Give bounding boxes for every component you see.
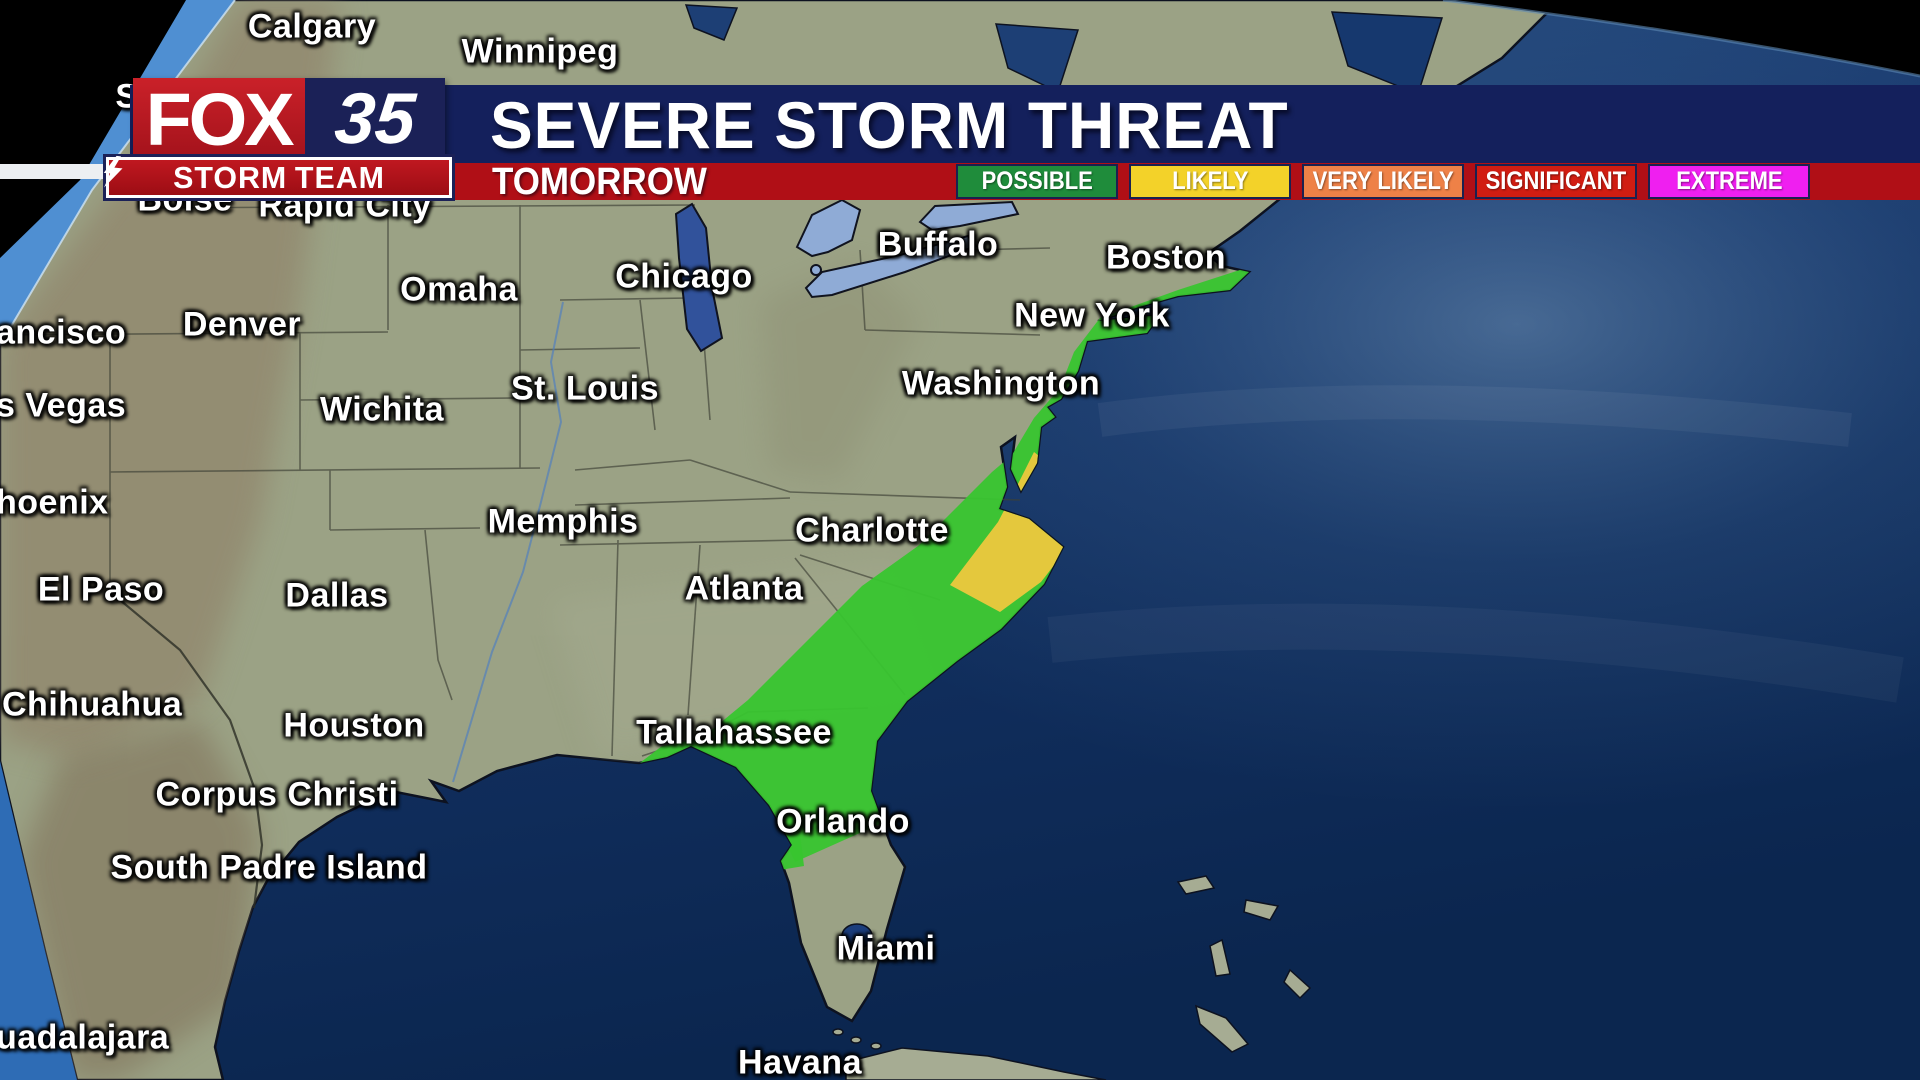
city-label: Dallas bbox=[285, 576, 389, 615]
city-label: Tallahassee bbox=[636, 713, 832, 752]
state-borders bbox=[0, 204, 1051, 757]
city-label: ancisco bbox=[0, 313, 127, 352]
caribbean-islands bbox=[832, 875, 1312, 1080]
storm-team-banner: STORM TEAM bbox=[103, 154, 455, 201]
legend-box-very-likely: VERY LIKELY bbox=[1302, 164, 1464, 199]
city-label: Chicago bbox=[615, 257, 753, 296]
lightning-bolt-icon bbox=[103, 155, 123, 188]
mississippi-river bbox=[452, 301, 564, 783]
pacific-ocean-southwest bbox=[0, 761, 77, 1080]
space-top-left bbox=[0, 0, 186, 258]
city-label: Boston bbox=[1105, 238, 1227, 277]
city-label: Winnipeg bbox=[461, 32, 619, 71]
city-label: Atlanta bbox=[684, 569, 804, 608]
lake-okeechobee bbox=[841, 923, 873, 949]
storm-team-word1: STORM bbox=[173, 159, 288, 195]
fox-logo-box: FOX bbox=[133, 77, 305, 161]
city-label: Houston bbox=[283, 706, 425, 745]
atmosphere-arc bbox=[1442, 0, 1920, 78]
pacific-coast-highlight bbox=[0, 0, 236, 346]
station-logo: FOX 35 bbox=[133, 77, 445, 161]
legend-label: VERY LIKELY bbox=[1312, 167, 1454, 195]
great-lakes bbox=[674, 198, 1020, 353]
city-label: South Padre Island bbox=[110, 848, 428, 887]
city-label: Washington bbox=[901, 364, 1101, 403]
city-label: Buffalo bbox=[877, 225, 999, 264]
threat-area-possible bbox=[628, 266, 1300, 862]
station-name: FOX bbox=[146, 77, 295, 161]
us-mexico-border bbox=[119, 599, 264, 909]
space-top-right bbox=[1443, 0, 1920, 76]
legend-box-possible: POSSIBLE bbox=[956, 164, 1118, 199]
city-label: Havana bbox=[738, 1043, 862, 1080]
city-label: Orlando bbox=[776, 802, 910, 841]
city-label: Chihuahua bbox=[2, 685, 183, 724]
timeframe-label: TOMORROW bbox=[492, 161, 707, 203]
storm-team-banner-inner: STORM TEAM bbox=[103, 155, 452, 198]
city-label: hoenix bbox=[0, 483, 109, 522]
city-label: Omaha bbox=[400, 270, 518, 309]
city-label: Miami bbox=[836, 929, 936, 968]
channel-number: 35 bbox=[332, 79, 418, 159]
legend-label: LIKELY bbox=[1171, 167, 1249, 195]
legend-label: POSSIBLE bbox=[981, 167, 1093, 195]
city-label: St. Louis bbox=[510, 369, 660, 408]
legend-box-likely: LIKELY bbox=[1129, 164, 1291, 199]
legend-box-extreme: EXTREME bbox=[1648, 164, 1810, 199]
channel-number-box: 35 bbox=[305, 78, 445, 160]
city-label: Corpus Christi bbox=[155, 775, 399, 814]
city-label: Denver bbox=[182, 305, 302, 344]
page-title: SEVERE STORM THREAT bbox=[490, 88, 1289, 162]
legend-box-significant: SIGNIFICANT bbox=[1475, 164, 1637, 199]
storm-team-word2: TEAM bbox=[295, 159, 386, 195]
city-label: uadalajara bbox=[0, 1018, 170, 1057]
city-label: Calgary bbox=[247, 7, 377, 46]
city-label: s Vegas bbox=[0, 386, 127, 425]
city-label: Charlotte bbox=[795, 511, 949, 550]
city-label: El Paso bbox=[37, 570, 165, 609]
northern-lakes bbox=[684, 4, 1444, 95]
city-label: Wichita bbox=[319, 390, 445, 429]
lower-third-stripe bbox=[0, 164, 113, 179]
city-label: New York bbox=[1014, 296, 1170, 335]
city-label: Memphis bbox=[487, 502, 639, 541]
legend-label: EXTREME bbox=[1675, 167, 1783, 195]
threat-legend: POSSIBLE LIKELY VERY LIKELY SIGNIFICANT EXTR… bbox=[956, 163, 1810, 200]
legend-label: SIGNIFICANT bbox=[1485, 167, 1627, 195]
